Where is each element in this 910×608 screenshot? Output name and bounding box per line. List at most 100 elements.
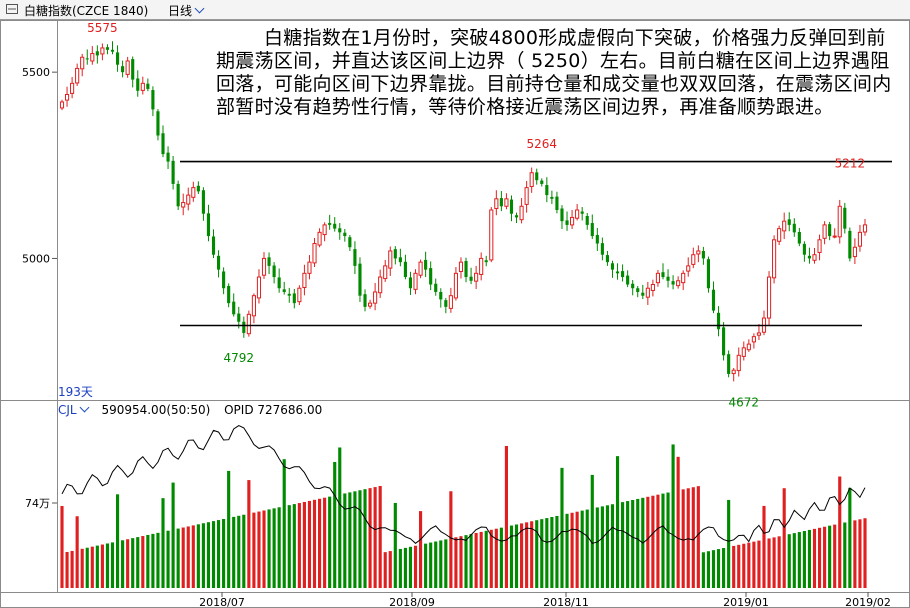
volume-bar (216, 520, 221, 588)
volume-bar (70, 550, 74, 588)
candle-body (519, 205, 524, 221)
candle-body (741, 347, 746, 357)
candle-body (681, 272, 686, 284)
candle-body (237, 313, 241, 322)
volume-bar (555, 515, 559, 588)
volume-bar (464, 535, 468, 588)
candle-body (570, 216, 575, 226)
volume-bar (272, 508, 276, 588)
candle-body (494, 198, 499, 210)
volume-bar (227, 470, 231, 588)
chart-toolbar: 白糖指数(CZCE 1840) 日线 (0, 0, 910, 20)
candle-body (408, 277, 413, 289)
volume-bar (651, 495, 655, 588)
candle-body (227, 286, 231, 304)
candle-body (70, 82, 75, 94)
volume-bar (722, 548, 726, 588)
candle-body (115, 52, 120, 65)
volume-bar (585, 509, 589, 588)
candle-body (807, 255, 812, 259)
x-tick-label: 2019/01 (723, 596, 769, 608)
volume-bar (444, 539, 448, 588)
candle-body (722, 327, 726, 356)
candle-body (75, 67, 80, 84)
candle-body (535, 172, 539, 181)
volume-bar (206, 522, 211, 588)
volume-bar (610, 504, 615, 588)
volume-bar (80, 548, 84, 588)
volume-bar (237, 515, 241, 588)
candle-body (434, 283, 438, 292)
volume-bar (242, 514, 246, 588)
candle-body (540, 180, 544, 184)
candle-body (610, 263, 615, 270)
candle-body (631, 283, 635, 289)
volume-indicator-selector[interactable]: CJL (58, 402, 90, 417)
volume-bar (171, 482, 175, 588)
candle-body (590, 223, 594, 237)
volume-bar (318, 498, 322, 588)
peak-label: 5264 (527, 137, 558, 151)
volume-bar (312, 499, 317, 588)
candle-body (479, 257, 484, 275)
candle-body (338, 228, 342, 233)
volume-bar (499, 527, 503, 588)
volume-bar (403, 547, 407, 588)
trough-label: 4792 (223, 351, 254, 365)
volume-bar (277, 507, 281, 588)
candle-body (418, 261, 423, 276)
volume-bar (267, 509, 271, 588)
candle-body (504, 198, 509, 207)
candle-body (206, 213, 211, 237)
candle-body (368, 302, 373, 307)
volume-bar (297, 503, 301, 588)
candle-body (388, 250, 393, 269)
candle-body (272, 265, 276, 278)
volume-bar (439, 540, 443, 588)
volume-bar (131, 538, 135, 588)
volume-bar (615, 456, 620, 588)
candle-body (691, 254, 696, 265)
period-label: 日线 (168, 4, 193, 18)
volume-bar (777, 536, 781, 588)
candle-body (782, 220, 787, 232)
volume-bar (186, 526, 190, 588)
candle-body (777, 228, 782, 242)
candle-body (363, 294, 367, 307)
candle-body (575, 209, 580, 219)
candle-body (373, 291, 378, 304)
chart-window-icon[interactable] (6, 4, 18, 14)
volume-tick-label: 74万 (25, 497, 50, 510)
volume-bar (343, 493, 347, 588)
volume-bar (661, 493, 665, 588)
candle-body (565, 220, 569, 225)
volume-bar (817, 527, 822, 588)
x-tick-label: 2018/07 (199, 596, 245, 608)
candle-body (514, 215, 519, 218)
volume-bar (383, 552, 387, 588)
volume-bar (762, 505, 766, 588)
volume-bar (156, 532, 160, 588)
volume-bar (161, 498, 165, 588)
candle-body (817, 239, 822, 253)
candle-body (191, 187, 196, 198)
volume-bar (656, 494, 660, 588)
volume-bar (191, 525, 195, 588)
candle-body (424, 259, 428, 270)
volume-bar (287, 505, 291, 588)
candle-body (246, 313, 251, 335)
volume-bar (792, 533, 796, 588)
volume-bar (115, 494, 120, 588)
candle-body (453, 272, 458, 299)
candle-body (131, 59, 135, 80)
period-selector[interactable]: 日线 (168, 2, 205, 19)
volume-bar (686, 488, 690, 588)
candle-body (403, 261, 407, 278)
candle-body (110, 49, 115, 52)
volume-bar (514, 524, 519, 588)
volume-bar (540, 519, 544, 588)
candle-body (802, 243, 806, 255)
candle-body (156, 111, 160, 136)
candle-body (600, 243, 604, 255)
